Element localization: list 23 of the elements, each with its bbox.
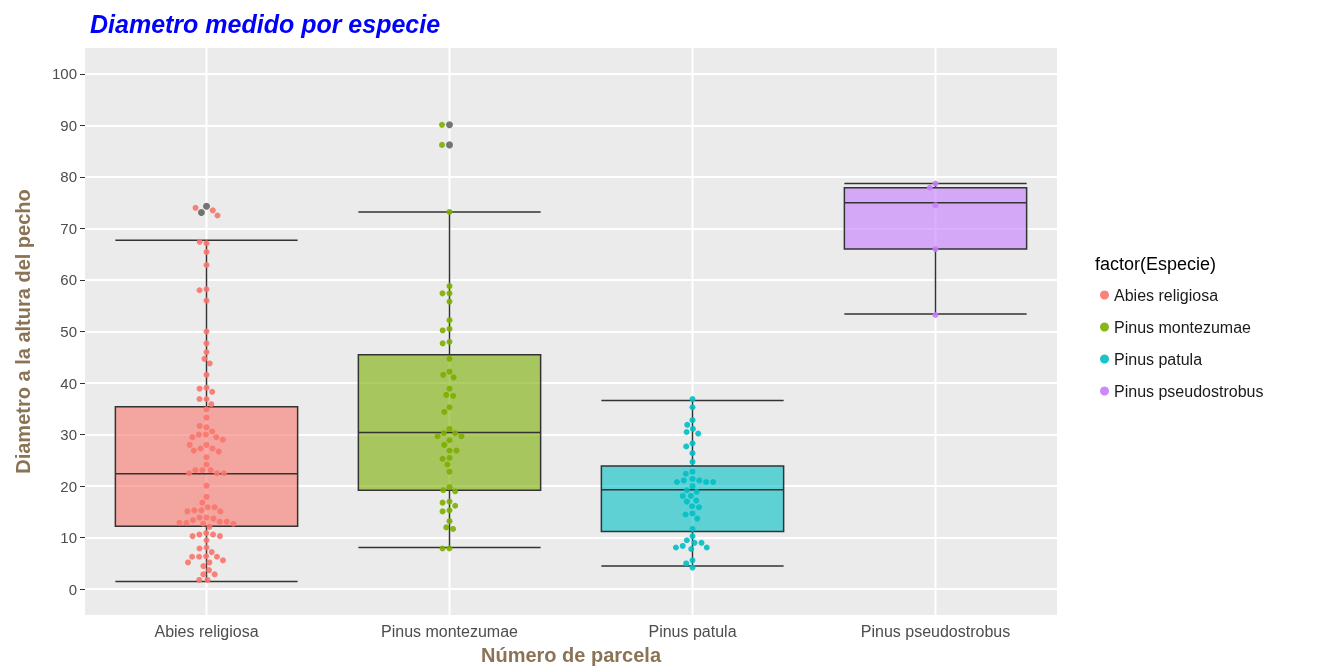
y-tick-label: 60 — [60, 271, 77, 289]
x-tick-label: Pinus patula — [648, 622, 737, 640]
y-tick-label: 50 — [60, 323, 77, 340]
y-tick-label: 40 — [60, 374, 77, 392]
y-tick-label: 70 — [60, 219, 77, 237]
x-tick-label: Pinus pseudostrobus — [860, 622, 1011, 640]
y-tick-label: 80 — [60, 168, 77, 186]
y-tick-label: 0 — [68, 580, 77, 598]
y-tick-label: 100 — [51, 65, 77, 83]
y-tick-label: 90 — [60, 116, 77, 134]
legend-label: Abies religiosa — [1114, 286, 1219, 304]
x-axis-title: Número de parcela — [480, 644, 662, 666]
x-tick-label: Pinus montezumae — [381, 622, 519, 640]
y-tick-label: 30 — [60, 426, 77, 444]
x-tick-label: Abies religiosa — [154, 622, 259, 640]
chart-title: Diametro medido por especie — [90, 9, 441, 38]
legend-label: Pinus pseudostrobus — [1114, 382, 1264, 400]
legend-label: Pinus montezumae — [1114, 318, 1252, 336]
y-axis-title: Diametro a la altura del pecho — [12, 189, 34, 474]
y-tick-label: 10 — [60, 529, 77, 547]
legend-label: Pinus patula — [1114, 350, 1203, 368]
legend-title: factor(Especie) — [1095, 254, 1217, 274]
y-tick-label: 20 — [60, 477, 77, 495]
